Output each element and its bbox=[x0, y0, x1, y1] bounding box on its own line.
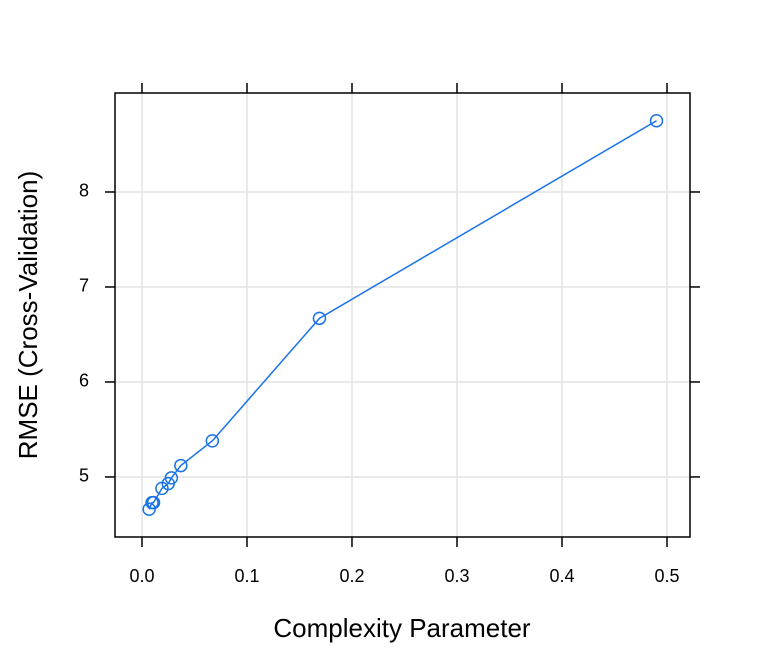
x-tick-label: 0.2 bbox=[339, 566, 364, 586]
y-tick-label: 6 bbox=[79, 371, 89, 391]
y-tick-label: 8 bbox=[79, 181, 89, 201]
x-tick-label: 0.3 bbox=[444, 566, 469, 586]
x-axis-label: Complexity Parameter bbox=[273, 613, 531, 643]
data-point bbox=[164, 471, 179, 485]
y-tick-label: 5 bbox=[79, 466, 89, 486]
series-line bbox=[148, 120, 657, 510]
data-point bbox=[312, 311, 327, 326]
x-tick-label: 0.1 bbox=[234, 566, 259, 586]
data-point bbox=[142, 502, 156, 517]
data-point bbox=[174, 458, 188, 473]
x-tick-label: 0.4 bbox=[549, 566, 574, 586]
data-point bbox=[649, 113, 664, 128]
y-axis-label: RMSE (Cross-Validation) bbox=[13, 171, 43, 459]
data-point bbox=[146, 495, 161, 510]
data-point bbox=[205, 434, 220, 448]
x-tick-label: 0.5 bbox=[654, 566, 679, 586]
x-tick-label: 0.0 bbox=[129, 566, 154, 586]
plot-frame bbox=[114, 92, 691, 538]
y-tick-label: 7 bbox=[79, 276, 89, 296]
